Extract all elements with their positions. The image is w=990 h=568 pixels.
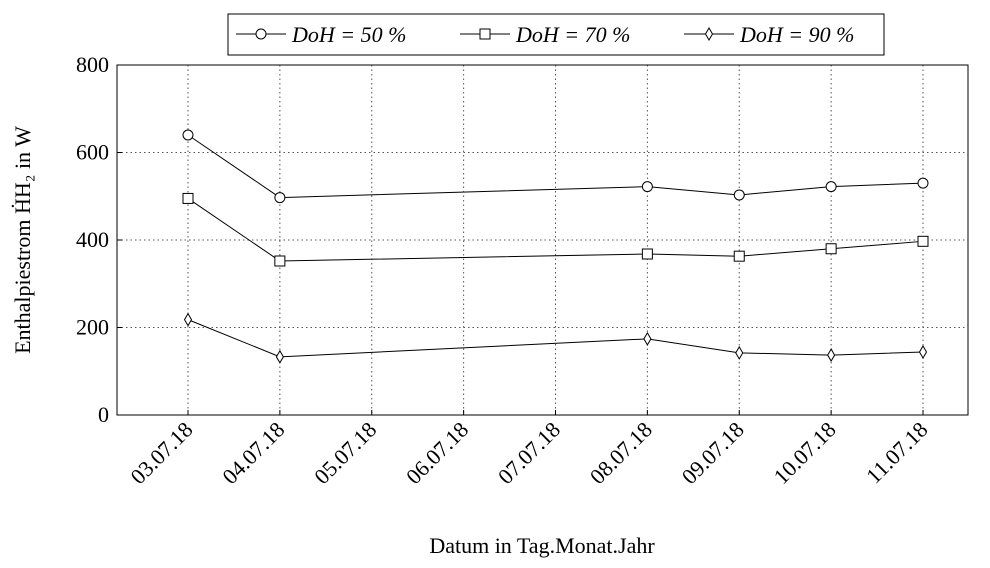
data-point (825, 181, 837, 193)
data-point (917, 235, 929, 247)
data-point (918, 345, 928, 359)
legend-marker (479, 28, 491, 40)
x-tick-label: 09.07.18 (677, 417, 749, 489)
legend-marker (704, 27, 714, 41)
y-tick-label: 200 (76, 315, 109, 340)
legend-label: DoH = 90 % (739, 22, 854, 47)
data-point (275, 349, 284, 364)
x-tick-label: 06.07.18 (401, 417, 473, 489)
plot-frame (116, 64, 969, 416)
y-tick-label: 0 (98, 402, 109, 427)
x-tick-label: 04.07.18 (217, 417, 289, 489)
y-axis-label: Enthalpiestrom ḢH₂ in W (10, 126, 35, 354)
data-point (182, 192, 194, 204)
y-tick-label: 800 (76, 52, 109, 77)
data-point (827, 348, 836, 363)
x-tick-label: 03.07.18 (125, 417, 197, 489)
data-point (274, 255, 286, 267)
x-tick-label: 10.07.18 (769, 417, 841, 489)
x-tick-label: 05.07.18 (309, 417, 381, 489)
data-point (274, 192, 286, 204)
series-line (187, 134, 924, 199)
data-point (182, 129, 194, 141)
legend-label: DoH = 50 % (291, 22, 406, 47)
y-tick-label: 600 (76, 140, 109, 165)
y-tick-label: 400 (76, 227, 109, 252)
legend-box (227, 13, 885, 56)
series-line (187, 319, 924, 358)
data-point (733, 250, 745, 262)
legend-label: DoH = 70 % (515, 22, 630, 47)
x-axis-label: Datum in Tag.Monat.Jahr (429, 533, 655, 558)
data-point (641, 248, 653, 260)
data-point (643, 331, 652, 346)
legend-marker (255, 28, 267, 40)
data-point (183, 312, 193, 327)
x-tick-label: 11.07.18 (861, 417, 933, 489)
x-tick-label: 07.07.18 (493, 417, 565, 489)
data-point (825, 243, 837, 255)
series-line (187, 198, 924, 262)
data-point (917, 177, 929, 189)
x-tick-label: 08.07.18 (585, 417, 657, 489)
data-point (733, 189, 745, 201)
data-point (641, 181, 653, 193)
data-point (735, 345, 744, 360)
